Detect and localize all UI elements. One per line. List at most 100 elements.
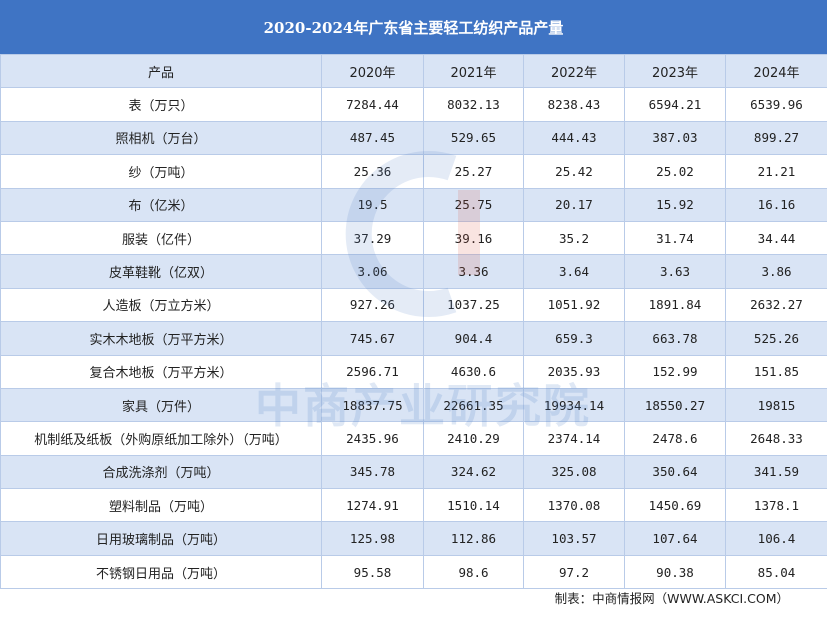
value-cell: 1370.08 [524, 489, 625, 522]
value-cell: 16.16 [726, 188, 827, 221]
value-cell: 3.06 [322, 255, 424, 288]
header-2020: 2020年 [322, 55, 424, 88]
value-cell: 387.03 [625, 121, 726, 154]
product-name-cell: 人造板（万立方米） [1, 288, 322, 321]
production-table: 产品 2020年 2021年 2022年 2023年 2024年 表（万只）72… [0, 54, 827, 589]
value-cell: 1450.69 [625, 489, 726, 522]
value-cell: 34.44 [726, 221, 827, 254]
value-cell: 1510.14 [424, 489, 524, 522]
product-name-cell: 布（亿米） [1, 188, 322, 221]
value-cell: 22661.35 [424, 388, 524, 421]
product-name-cell: 服装（亿件） [1, 221, 322, 254]
source-note: 制表：中商情报网（WWW.ASKCI.COM） [555, 588, 789, 607]
value-cell: 19815 [726, 388, 827, 421]
value-cell: 2478.6 [625, 422, 726, 455]
value-cell: 95.58 [322, 555, 424, 588]
value-cell: 525.26 [726, 322, 827, 355]
value-cell: 35.2 [524, 221, 625, 254]
value-cell: 325.08 [524, 455, 625, 488]
value-cell: 151.85 [726, 355, 827, 388]
value-cell: 8238.43 [524, 88, 625, 121]
value-cell: 3.63 [625, 255, 726, 288]
product-name-cell: 照相机（万台） [1, 121, 322, 154]
value-cell: 25.75 [424, 188, 524, 221]
product-name-cell: 塑料制品（万吨） [1, 489, 322, 522]
value-cell: 899.27 [726, 121, 827, 154]
value-cell: 37.29 [322, 221, 424, 254]
product-name-cell: 机制纸及纸板（外购原纸加工除外）（万吨） [1, 422, 322, 455]
value-cell: 745.67 [322, 322, 424, 355]
value-cell: 2596.71 [322, 355, 424, 388]
value-cell: 19.5 [322, 188, 424, 221]
value-cell: 927.26 [322, 288, 424, 321]
value-cell: 90.38 [625, 555, 726, 588]
value-cell: 25.42 [524, 155, 625, 188]
value-cell: 3.36 [424, 255, 524, 288]
value-cell: 529.65 [424, 121, 524, 154]
value-cell: 1037.25 [424, 288, 524, 321]
value-cell: 25.36 [322, 155, 424, 188]
value-cell: 125.98 [322, 522, 424, 555]
value-cell: 2410.29 [424, 422, 524, 455]
value-cell: 487.45 [322, 121, 424, 154]
product-name-cell: 表（万只） [1, 88, 322, 121]
header-product: 产品 [1, 55, 322, 88]
product-name-cell: 皮革鞋靴（亿双） [1, 255, 322, 288]
value-cell: 25.02 [625, 155, 726, 188]
value-cell: 350.64 [625, 455, 726, 488]
value-cell: 39.16 [424, 221, 524, 254]
value-cell: 663.78 [625, 322, 726, 355]
value-cell: 345.78 [322, 455, 424, 488]
value-cell: 103.57 [524, 522, 625, 555]
value-cell: 97.2 [524, 555, 625, 588]
value-cell: 3.86 [726, 255, 827, 288]
value-cell: 1274.91 [322, 489, 424, 522]
value-cell: 2648.33 [726, 422, 827, 455]
value-cell: 659.3 [524, 322, 625, 355]
value-cell: 8032.13 [424, 88, 524, 121]
value-cell: 152.99 [625, 355, 726, 388]
value-cell: 444.43 [524, 121, 625, 154]
value-cell: 15.92 [625, 188, 726, 221]
value-cell: 25.27 [424, 155, 524, 188]
header-row: 产品 2020年 2021年 2022年 2023年 2024年 [1, 55, 827, 88]
value-cell: 19934.14 [524, 388, 625, 421]
value-cell: 18550.27 [625, 388, 726, 421]
product-name-cell: 复合木地板（万平方米） [1, 355, 322, 388]
value-cell: 7284.44 [322, 88, 424, 121]
value-cell: 6539.96 [726, 88, 827, 121]
value-cell: 98.6 [424, 555, 524, 588]
header-2023: 2023年 [625, 55, 726, 88]
product-name-cell: 纱（万吨） [1, 155, 322, 188]
value-cell: 31.74 [625, 221, 726, 254]
product-name-cell: 日用玻璃制品（万吨） [1, 522, 322, 555]
value-cell: 18837.75 [322, 388, 424, 421]
value-cell: 85.04 [726, 555, 827, 588]
product-name-cell: 合成洗涤剂（万吨） [1, 455, 322, 488]
value-cell: 904.4 [424, 322, 524, 355]
value-cell: 6594.21 [625, 88, 726, 121]
product-name-cell: 实木木地板（万平方米） [1, 322, 322, 355]
value-cell: 112.86 [424, 522, 524, 555]
table-title: 2020-2024年广东省主要轻工纺织产品产量 [0, 0, 827, 54]
value-cell: 2632.27 [726, 288, 827, 321]
header-2024: 2024年 [726, 55, 827, 88]
product-name-cell: 不锈钢日用品（万吨） [1, 555, 322, 588]
value-cell: 21.21 [726, 155, 827, 188]
value-cell: 4630.6 [424, 355, 524, 388]
value-cell: 2035.93 [524, 355, 625, 388]
value-cell: 341.59 [726, 455, 827, 488]
value-cell: 107.64 [625, 522, 726, 555]
